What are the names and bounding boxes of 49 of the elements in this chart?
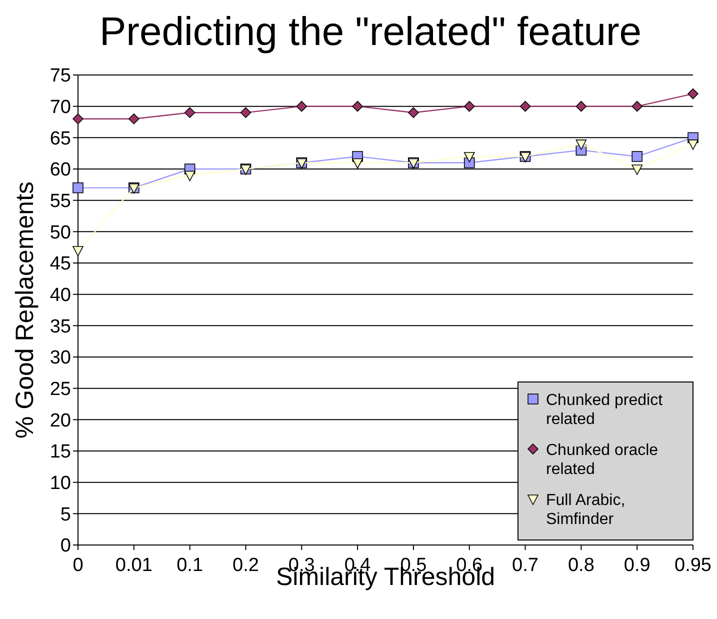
point [576,100,587,112]
y-axis-title: % Good Replacements [11,181,39,439]
x-tick-label: 0.95 [674,555,712,576]
x-tick-label: 0.01 [115,555,152,576]
y-tick-label: 60 [50,160,71,181]
y-tick-label: 15 [50,442,71,463]
point [72,246,84,256]
y-tick-label: 50 [50,222,71,244]
y-tick-label: 70 [50,96,71,118]
x-tick-label: 0.7 [512,555,538,576]
y-tick-label: 55 [50,190,71,212]
point [632,151,642,162]
point [632,164,642,175]
y-tick-label: 10 [50,472,71,494]
point [464,152,475,162]
point [688,88,698,100]
point [520,100,531,112]
y-tick-label: 35 [50,316,71,338]
legend-label: Full Arabic, Simfinder [546,492,626,528]
chart-title: Predicting the "related" feature [99,10,642,54]
point [296,100,308,112]
x-tick-label: 0.8 [568,555,594,576]
y-tick-label: 0 [60,536,71,557]
y-tick-label: 45 [50,254,71,275]
legend-label: Chunked oracle related [546,442,658,478]
y-tick-label: 40 [50,284,71,306]
x-tick-label: 0.9 [624,555,650,576]
y-tick-label: 25 [50,378,71,400]
y-tick-label: 65 [50,128,71,150]
point [576,140,587,150]
point [632,100,642,112]
point [184,170,196,182]
point [464,100,475,112]
point [408,107,419,118]
point [352,158,363,169]
legend-label: Chunked predict related [546,392,664,428]
y-tick-label: 75 [50,66,71,87]
point [240,107,252,118]
point [72,182,84,194]
y-tick-label: 20 [50,410,71,432]
y-tick-label: 30 [50,348,71,369]
point [128,113,140,124]
y-tick-label: 5 [60,504,71,526]
point [352,100,363,112]
point [184,107,196,118]
x-tick-label: 0.1 [176,555,204,576]
x-tick-label: 0.2 [232,555,259,576]
point [72,113,84,124]
point [688,140,698,150]
